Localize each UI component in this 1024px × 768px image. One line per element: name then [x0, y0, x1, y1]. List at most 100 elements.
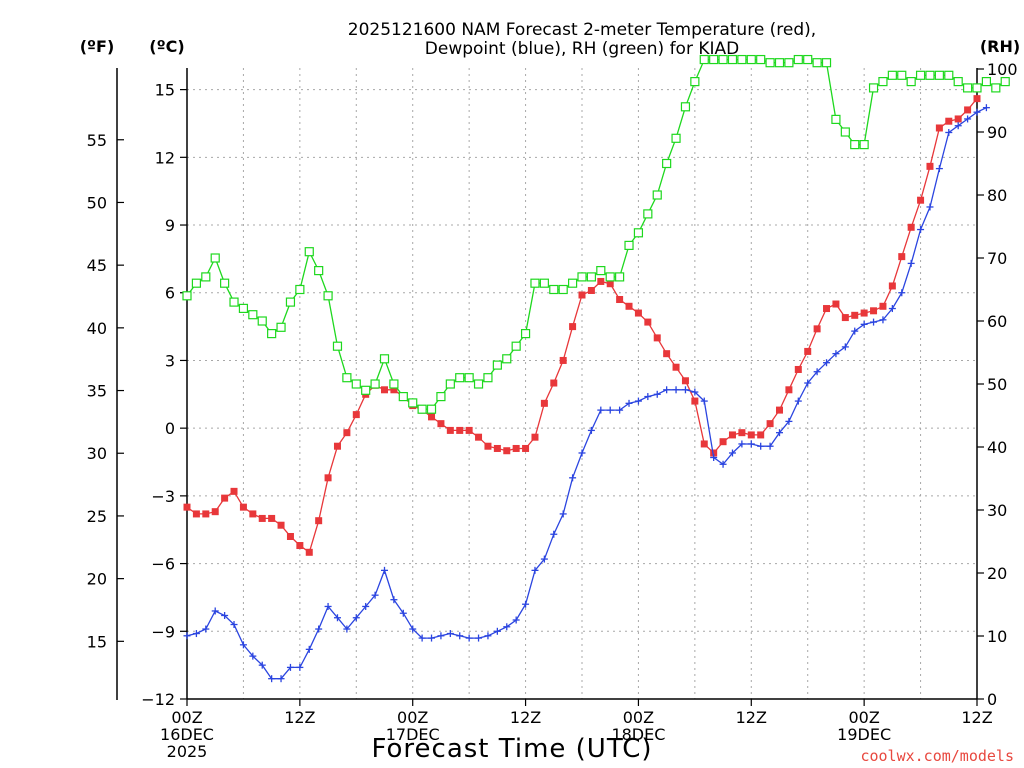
rh-tick-label: 60: [987, 312, 1007, 331]
2-meter-temperature-point: [841, 314, 849, 322]
dewpoint-point: [870, 318, 878, 326]
fahrenheit-tick-label: 25: [87, 507, 107, 526]
dewpoint-point: [860, 320, 868, 328]
rh-tick-label: 100: [987, 60, 1018, 79]
rh-point: [436, 392, 446, 402]
dewpoint-point: [493, 627, 501, 635]
rh-point: [850, 140, 860, 150]
2-meter-temperature-point: [540, 399, 548, 407]
rh-point: [944, 70, 954, 80]
rh-tick-label: 0: [987, 690, 997, 709]
dewpoint-point: [813, 368, 821, 376]
fahrenheit-tick-label: 30: [87, 444, 107, 463]
2-meter-temperature-point: [625, 302, 633, 310]
rh-point: [511, 341, 521, 351]
rh-point: [577, 272, 587, 282]
rh-point: [765, 58, 775, 68]
rh-point: [746, 54, 756, 65]
dewpoint-point: [258, 661, 266, 669]
celsius-tick-label: 15: [155, 81, 175, 100]
x-tick-label: 00Z: [623, 708, 654, 727]
2-meter-temperature-point: [606, 280, 614, 288]
dewpoint-point: [945, 128, 953, 136]
dewpoint-point: [691, 388, 699, 396]
rh-point: [567, 278, 578, 288]
dewpoint-point: [399, 609, 407, 617]
rh-point: [953, 76, 963, 87]
dewpoint-point: [841, 343, 849, 351]
rh-point: [558, 284, 568, 295]
rh-point: [962, 83, 973, 93]
dewpoint-point: [211, 607, 219, 615]
rh-point: [549, 284, 559, 295]
rh-point: [718, 54, 728, 65]
rh-point: [464, 373, 474, 383]
2-meter-temperature-point: [888, 282, 896, 290]
2-meter-temperature-point: [381, 386, 388, 394]
fahrenheit-unit-label: (ºF): [80, 37, 115, 56]
celsius-tick-label: 0: [165, 419, 175, 438]
dewpoint-point: [437, 632, 445, 640]
2-meter-temperature-point: [484, 442, 492, 450]
dewpoint-point: [333, 614, 341, 622]
axes: −12−9−6−30369121515202530354045505501020…: [87, 60, 1018, 761]
2-meter-temperature-point: [192, 510, 200, 518]
2-meter-temperature-point: [249, 510, 257, 518]
rh-point: [812, 58, 822, 68]
rh-unit-label: (RH): [980, 37, 1020, 56]
x-tick-label: 12Z: [284, 708, 315, 727]
rh-point: [831, 114, 841, 125]
2-meter-temperature-point: [211, 508, 219, 516]
dewpoint-point: [719, 460, 727, 468]
dewpoint-point: [700, 397, 708, 405]
2-meter-temperature-point: [813, 325, 821, 333]
2-meter-temperature-point: [522, 444, 530, 452]
rh-point: [868, 83, 879, 93]
fahrenheit-tick-label: 20: [87, 570, 107, 589]
rh-point: [1000, 76, 1010, 87]
dewpoint-point: [597, 406, 605, 414]
rh-point: [220, 278, 230, 288]
dewpoint-line: [186, 107, 987, 680]
rh-tick-label: 80: [987, 186, 1007, 205]
rh-point: [972, 83, 982, 93]
2-meter-temperature-point: [277, 521, 285, 529]
rh-point: [304, 247, 314, 257]
2-meter-temperature-point: [747, 431, 755, 439]
dewpoint-point: [456, 632, 464, 640]
celsius-tick-label: −12: [141, 690, 175, 709]
dewpoint-point: [606, 406, 614, 414]
dewpoint-point: [926, 203, 934, 211]
dewpoint-point: [352, 614, 360, 622]
celsius-tick-label: 6: [165, 284, 175, 303]
rh-point: [662, 158, 672, 169]
rh-point: [408, 398, 418, 408]
2-meter-temperature-point: [710, 449, 718, 457]
2-meter-temperature-point: [446, 426, 454, 434]
x-tick-label: 12Z: [736, 708, 767, 727]
2-meter-temperature-point: [945, 117, 953, 125]
rh-tick-label: 40: [987, 438, 1007, 457]
dewpoint-point: [578, 449, 586, 457]
2-meter-temperature-point: [390, 386, 398, 394]
rh-point: [182, 291, 192, 301]
2-meter-temperature-point: [954, 115, 962, 123]
dewpoint-point: [446, 630, 454, 638]
rh-point: [191, 278, 202, 288]
rh-point: [238, 303, 249, 313]
2-meter-temperature-point: [324, 474, 332, 482]
dewpoint-point: [907, 259, 915, 267]
celsius-tick-label: 3: [165, 351, 175, 370]
2-meter-temperature-point: [794, 365, 802, 373]
rh-point: [878, 76, 888, 87]
dewpoint-point: [794, 397, 802, 405]
dewpoint-point: [183, 632, 191, 640]
2-meter-temperature-line: [186, 98, 978, 554]
chart-title-line-1: 2025121600 NAM Forecast 2-meter Temperat…: [348, 20, 816, 40]
dewpoint-point: [823, 359, 831, 367]
dewpoint-point: [230, 621, 238, 629]
2-meter-temperature-point: [531, 433, 539, 441]
dewpoint-point: [512, 616, 520, 624]
x-tick-label: 19DEC: [837, 725, 891, 744]
